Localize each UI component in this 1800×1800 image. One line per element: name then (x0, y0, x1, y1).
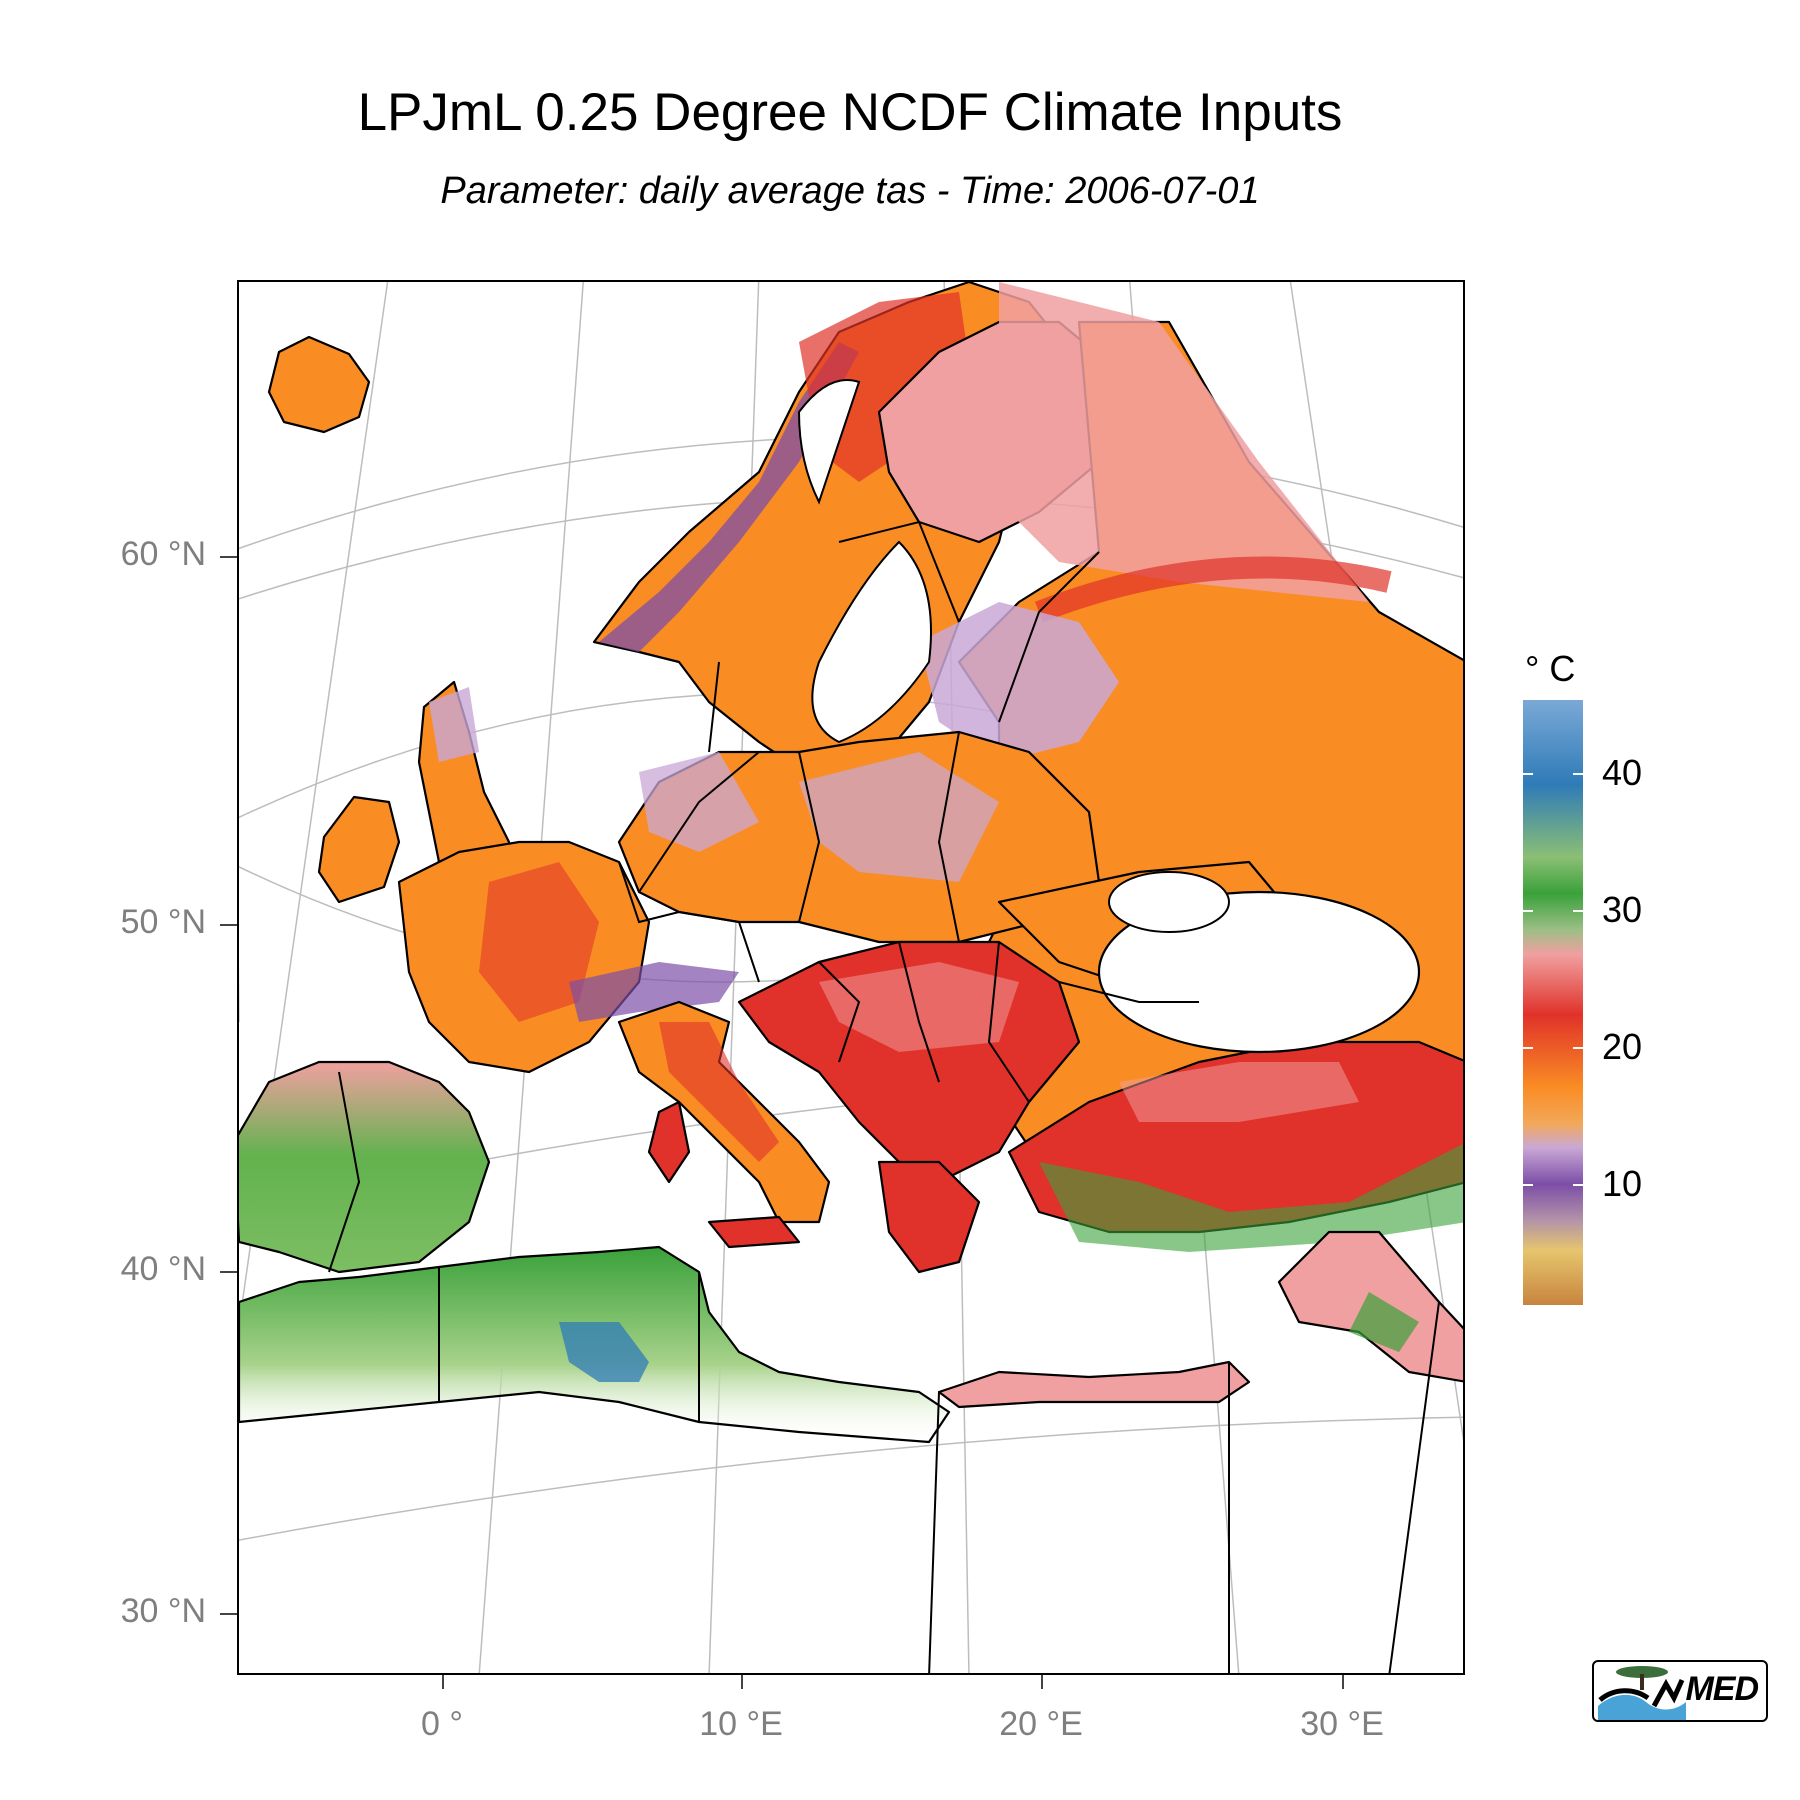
country-border-11 (838, 520, 960, 623)
norway-coast-cool (599, 342, 859, 652)
baltic-cool (919, 602, 1119, 762)
country-border-5 (818, 961, 861, 1063)
legend-tick-10-right (1573, 1184, 1583, 1186)
russia-north-hot (999, 282, 1369, 602)
country-border-17 (1388, 1301, 1440, 1673)
x-tick-0 (442, 1675, 444, 1689)
country-border-7 (987, 941, 1030, 1103)
y-tick-40n (220, 1271, 237, 1273)
chart-title: LPJmL 0.25 Degree NCDF Climate Inputs (357, 83, 1343, 142)
country-border-8 (1058, 981, 1199, 1003)
y-tick-60n (220, 556, 237, 558)
country-border-4 (678, 911, 760, 983)
legend-label-10: 10 (1602, 1163, 1643, 1204)
graticule-meridian-1 (239, 282, 389, 1332)
x-tick-label-30e: 30 °E (1300, 1705, 1384, 1743)
legend-tick-20-right (1573, 1047, 1583, 1049)
y-tick-label-40n: 40 °N (120, 1250, 206, 1288)
legend-tick-20-left (1523, 1047, 1533, 1049)
legend-title: ° C (1525, 648, 1576, 689)
sardinia (647, 1100, 691, 1184)
x-tick-10e (741, 1675, 743, 1689)
y-tick-label-30n: 30 °N (120, 1592, 206, 1630)
medlabex-logo: MED (1592, 1660, 1768, 1722)
legend-tick-30-right (1573, 910, 1583, 912)
legend-tick-40-right (1573, 773, 1583, 775)
legend-label-20: 20 (1602, 1026, 1643, 1067)
y-tick-label-60n: 60 °N (120, 535, 206, 573)
levant-green (1349, 1292, 1419, 1352)
sahara-hot-blue (559, 1322, 649, 1382)
sea-of-azov (1108, 871, 1230, 933)
country-border-6 (898, 941, 940, 1083)
ireland (317, 795, 401, 904)
legend-tick-10-left (1523, 1184, 1533, 1186)
country-border-2 (937, 731, 960, 943)
x-tick-30e (1342, 1675, 1344, 1689)
logo-text: MED (1685, 1670, 1759, 1708)
y-tick-50n (220, 924, 237, 926)
greece (877, 1160, 981, 1274)
country-border-12 (998, 551, 1100, 723)
country-border-9 (328, 1071, 361, 1273)
country-border-10 (708, 661, 720, 753)
legend-label-40: 40 (1602, 752, 1643, 793)
legend-tick-30-left (1523, 910, 1533, 912)
x-tick-20e (1041, 1675, 1043, 1689)
tree-wave-icon (1598, 1666, 1686, 1720)
y-tick-30n (220, 1613, 237, 1615)
russia-warm-band (1035, 556, 1392, 623)
gulf-of-bothnia (797, 379, 861, 505)
libya-egypt-coast (937, 1360, 1251, 1409)
italy-hot (659, 1022, 779, 1162)
x-tick-label-0: 0 ° (421, 1705, 463, 1743)
alps-cool (569, 962, 739, 1022)
balkans-interior (819, 962, 1019, 1052)
x-tick-label-10e: 10 °E (699, 1705, 783, 1743)
y-tick-label-50n: 50 °N (120, 903, 206, 941)
graticule-parallel-30n (239, 1416, 1463, 1541)
sicily (707, 1215, 801, 1249)
x-tick-label-20e: 20 °E (999, 1705, 1083, 1743)
iceland (267, 335, 371, 434)
map-panel (237, 280, 1465, 1675)
country-border-0 (638, 751, 760, 893)
temperature-map (239, 282, 1463, 1673)
scotland-cool (429, 687, 479, 762)
iberia (239, 1060, 491, 1274)
legend-tick-40-left (1523, 773, 1533, 775)
turkey-plateau (1119, 1062, 1359, 1122)
turkey-south-green (1039, 1144, 1463, 1252)
legend-colorbar (1523, 700, 1583, 1305)
baltic-sea (811, 540, 932, 744)
chart-subtitle: Parameter: daily average tas - Time: 200… (440, 170, 1260, 212)
country-border-15 (928, 1391, 940, 1673)
country-border-3 (618, 861, 680, 924)
country-border-1 (798, 751, 821, 923)
legend-label-30: 30 (1602, 889, 1643, 930)
